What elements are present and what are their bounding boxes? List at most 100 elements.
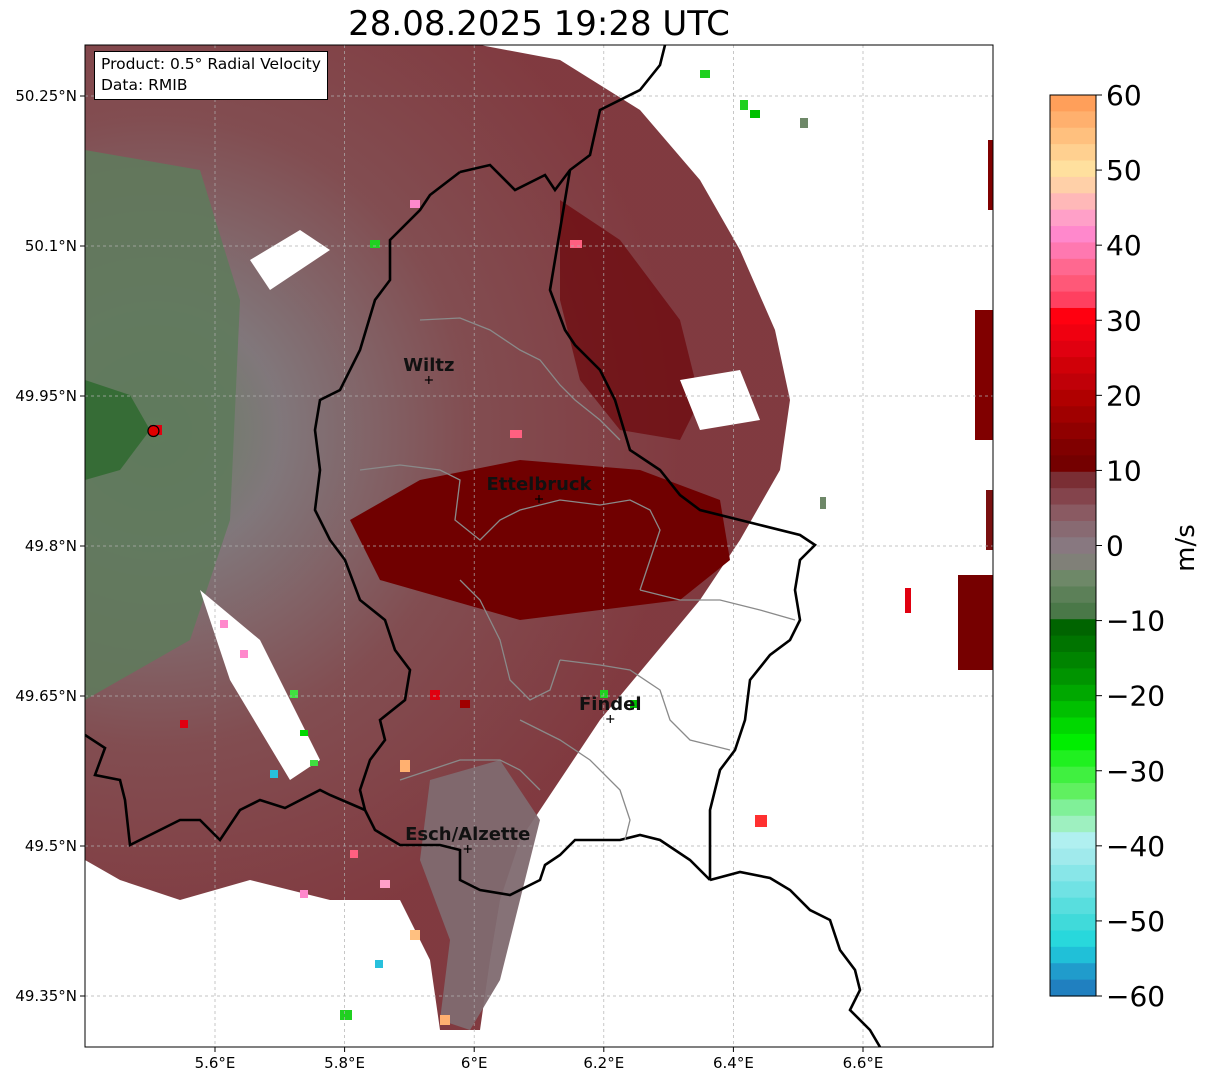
echo-speckles (150, 70, 826, 1025)
echo-south (420, 760, 540, 1030)
y-axis-ticks: 50.25°N 50.1°N 49.95°N 49.8°N 49.65°N 49.5°N 4… (15, 87, 85, 1005)
x-tick-label: 5.8°E (324, 1054, 365, 1072)
colorbar-segment (1050, 897, 1096, 915)
colorbar-segment (1050, 570, 1096, 588)
x-tick-label: 6°E (461, 1054, 488, 1072)
colorbar-segment (1050, 668, 1096, 686)
colorbar-segment (1050, 586, 1096, 604)
y-tick-label: 50.25°N (15, 87, 77, 105)
colorbar-segment (1050, 340, 1096, 358)
colorbar-segment (1050, 717, 1096, 735)
x-tick-label: 6.4°E (713, 1054, 754, 1072)
colorbar-segment (1050, 488, 1096, 506)
colorbar-segment (1050, 979, 1096, 997)
colorbar-segment (1050, 766, 1096, 784)
echo-green-west (85, 150, 240, 700)
colorbar-segment (1050, 471, 1096, 489)
colorbar-segment (1050, 226, 1096, 244)
colorbar-tick-label: 50 (1106, 154, 1142, 187)
colorbar-segment (1050, 733, 1096, 751)
x-tick-label: 5.6°E (195, 1054, 236, 1072)
colorbar-segment (1050, 815, 1096, 833)
x-axis-ticks: 5.6°E 5.8°E 6°E 6.2°E 6.4°E 6.6°E (195, 1047, 884, 1072)
colorbar-segment (1050, 832, 1096, 850)
city-label: Ettelbruck (486, 474, 592, 495)
product-info-box: Product: 0.5° Radial Velocity Data: RMIB (94, 51, 328, 100)
colorbar-tick-label: −30 (1106, 755, 1165, 788)
echo-east-cell-1 (975, 310, 993, 440)
country-border-france-belgium (85, 733, 366, 847)
colorbar-segment (1050, 635, 1096, 653)
echo-east-cell-3 (988, 140, 993, 210)
echo-core-dark-red (350, 460, 730, 620)
colorbar-tick-label: −50 (1106, 905, 1165, 938)
city-label: Esch/Alzette (405, 824, 530, 845)
colorbar-tick-label: 10 (1106, 454, 1142, 487)
borders (85, 45, 882, 1047)
colorbar-tick-label: −60 (1106, 980, 1165, 1013)
x-tick-label: 6.6°E (843, 1054, 884, 1072)
colorbar-segment (1050, 848, 1096, 866)
radar-echoes (85, 45, 993, 1030)
colorbar-segment (1050, 144, 1096, 162)
colorbar-tick-label: 40 (1106, 229, 1142, 262)
echo-core-east (560, 200, 700, 440)
colorbar-segment (1050, 914, 1096, 932)
y-tick-label: 49.65°N (15, 687, 77, 705)
y-tick-label: 49.35°N (15, 987, 77, 1005)
y-tick-label: 49.5°N (25, 837, 77, 855)
colorbar-segment (1050, 127, 1096, 145)
product-label: Product: 0.5° Radial Velocity (101, 55, 321, 73)
colorbar-segment (1050, 602, 1096, 620)
colorbar-segment (1050, 553, 1096, 571)
colorbar-tick-label: 60 (1106, 79, 1142, 112)
echo-green-dark (85, 380, 150, 480)
colorbar-segment (1050, 684, 1096, 702)
colorbar-tick-label: 30 (1106, 304, 1142, 337)
colorbar-segment (1050, 504, 1096, 522)
colorbar-tick-label: −40 (1106, 830, 1165, 863)
country-border-germany-france (709, 870, 882, 1047)
colorbar-segment (1050, 750, 1096, 768)
colorbar-segment (1050, 455, 1096, 473)
colorbar-segment (1050, 324, 1096, 342)
echo-gap-2 (200, 590, 320, 780)
figure-title: 28.08.2025 19:28 UTC (348, 4, 730, 44)
y-tick-label: 49.95°N (15, 387, 77, 405)
echo-east-cell-2 (958, 575, 993, 670)
x-tick-label: 6.2°E (583, 1054, 624, 1072)
colorbar-segment (1050, 963, 1096, 981)
colorbar-segment (1050, 946, 1096, 964)
colorbar-label: m/s (1171, 524, 1201, 572)
radar-site-marker (147, 424, 160, 438)
country-border-luxembourg (313, 45, 818, 897)
colorbar-segment (1050, 176, 1096, 194)
colorbar-segment (1050, 160, 1096, 178)
colorbar-segment (1050, 881, 1096, 899)
colorbar-segment (1050, 242, 1096, 260)
city-layer: Wiltz Ettelbruck Findel Esch/Alzette (403, 355, 642, 853)
echo-east-cell-5 (905, 588, 911, 613)
colorbar-segment (1050, 799, 1096, 817)
cantonal-borders (359, 317, 796, 841)
colorbar-segment (1050, 701, 1096, 719)
colorbar-segment (1050, 651, 1096, 669)
colorbar-segment (1050, 930, 1096, 948)
colorbar-segment (1050, 439, 1096, 456)
colorbar-segment (1050, 389, 1096, 407)
city-label: Findel (579, 694, 642, 715)
colorbar-segment (1050, 307, 1096, 325)
echo-gap-3 (680, 370, 760, 430)
colorbar-segment (1050, 258, 1096, 276)
colorbar-segment (1050, 357, 1096, 375)
colorbar-segment (1050, 291, 1096, 309)
colorbar-segment (1050, 95, 1096, 112)
echo-east-cell-4 (986, 490, 993, 550)
colorbar-tick-label: −10 (1106, 605, 1165, 638)
colorbar (1050, 95, 1096, 997)
colorbar-segment (1050, 619, 1096, 637)
colorbar-segment (1050, 209, 1096, 227)
colorbar-segment (1050, 193, 1096, 211)
